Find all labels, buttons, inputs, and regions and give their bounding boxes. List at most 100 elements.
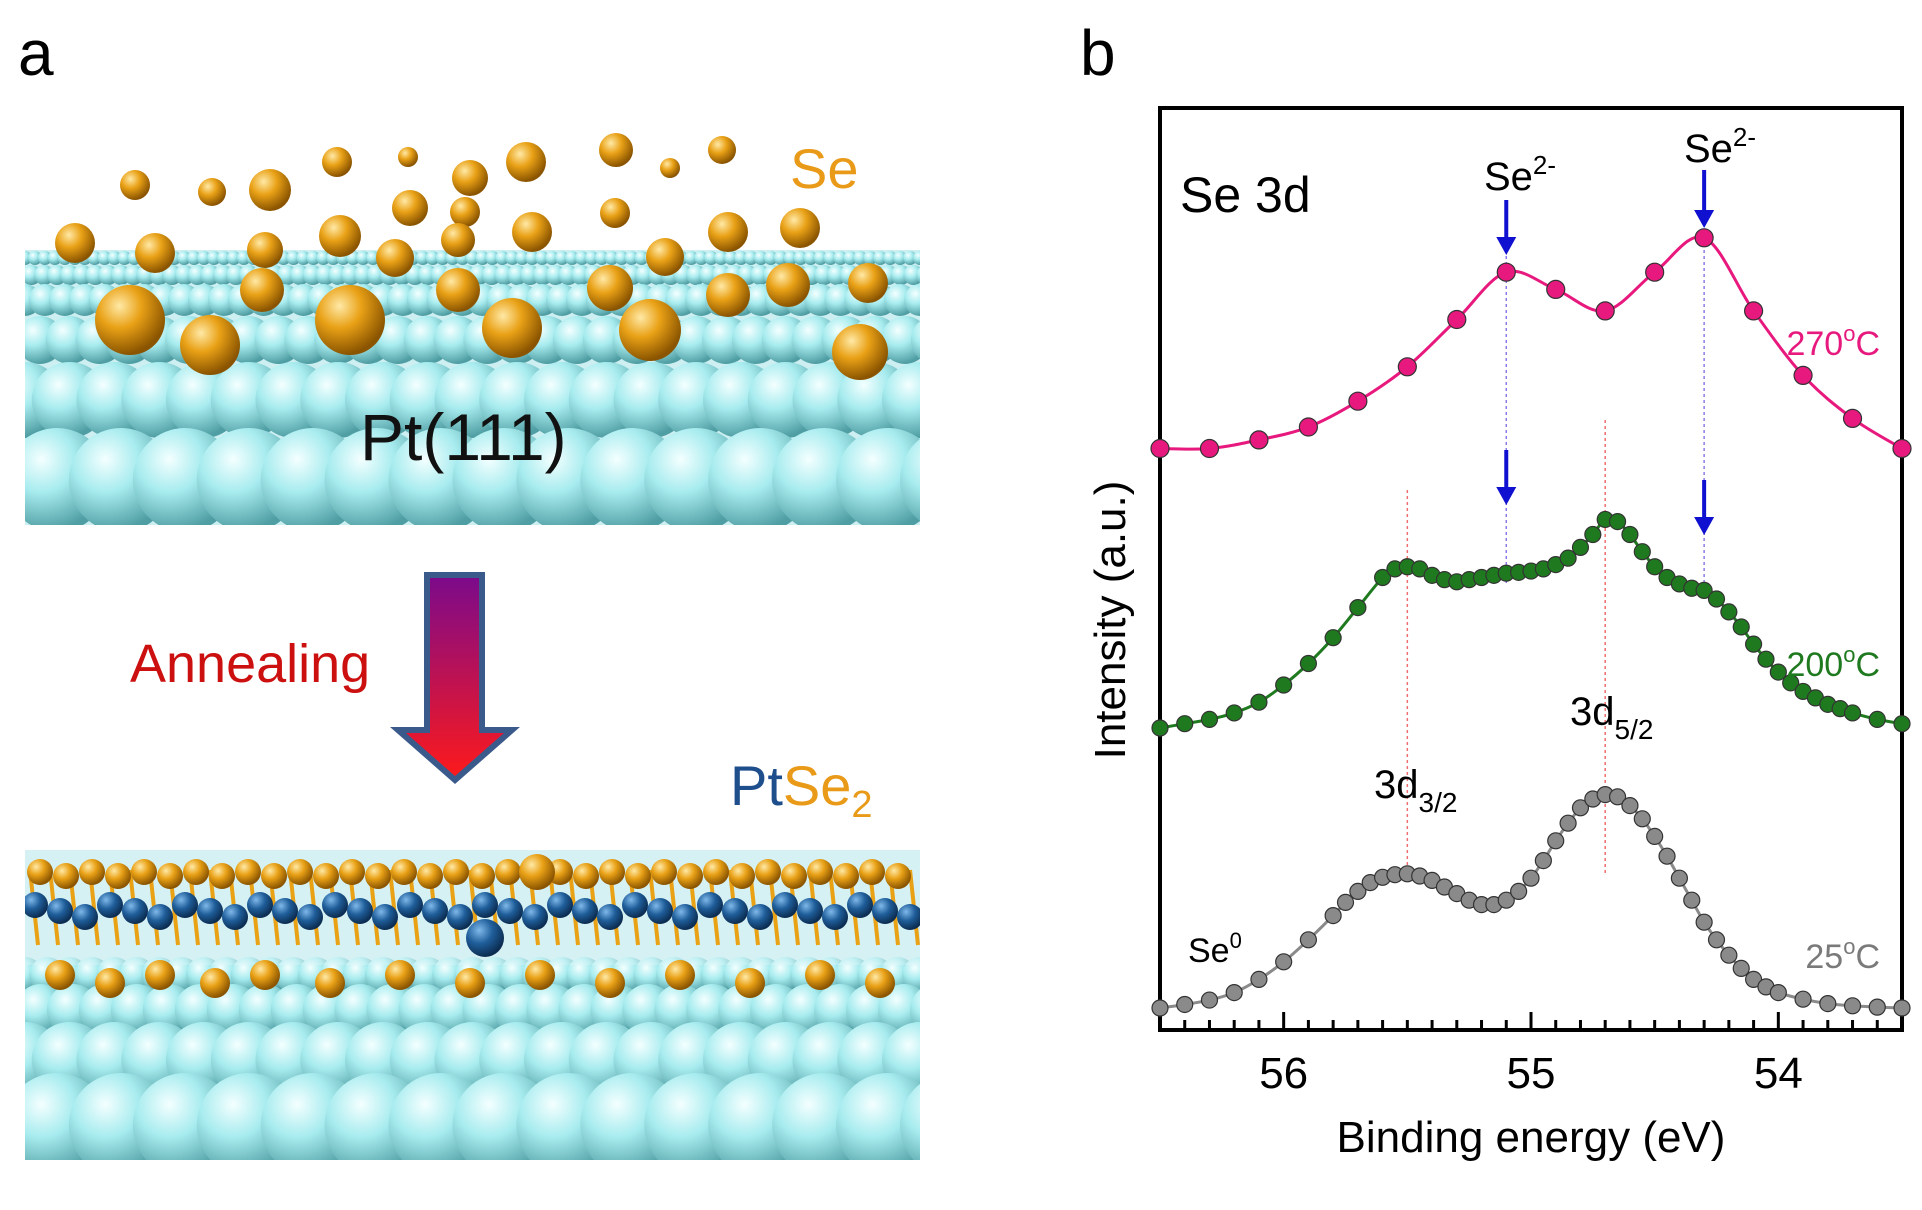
pt-atom xyxy=(904,284,920,316)
se-atom-bottom xyxy=(805,960,835,990)
se-atom-bottom xyxy=(315,968,345,998)
pt-atom xyxy=(833,251,848,265)
se-atom-top xyxy=(365,863,391,889)
data-point xyxy=(1200,710,1219,729)
pt-atom xyxy=(793,251,808,265)
pt-atom xyxy=(545,251,560,265)
pt-atom-ptse2 xyxy=(472,892,498,918)
pt-atom xyxy=(883,251,898,265)
x-axis-ticks: 56 55 54 xyxy=(1158,1012,1904,1098)
panel-a-label: a xyxy=(18,17,54,89)
data-point xyxy=(1720,946,1738,964)
se-atom xyxy=(322,147,352,177)
pt-atom xyxy=(634,251,649,265)
se-atom-top xyxy=(105,863,131,889)
se-atom-top xyxy=(443,859,469,885)
pt-atom-ptse2 xyxy=(747,904,773,930)
data-point xyxy=(1732,959,1750,978)
data-point xyxy=(1782,674,1800,692)
pt-atom xyxy=(773,251,788,265)
se-atom-bottom xyxy=(595,968,625,998)
data-point xyxy=(1633,810,1651,828)
pt-atom xyxy=(604,251,619,265)
se-atom-bottom xyxy=(385,960,415,990)
data-point xyxy=(1757,650,1775,668)
x-axis-label: Binding energy (eV) xyxy=(1337,1113,1726,1162)
se-atom-top xyxy=(417,863,443,889)
se-atom xyxy=(512,212,552,252)
data-point xyxy=(1893,715,1911,733)
pt-atom xyxy=(435,251,450,265)
se-atom xyxy=(452,160,488,196)
data-point xyxy=(1546,279,1566,299)
se-atom-bottom xyxy=(95,968,125,998)
pt-atom xyxy=(734,251,748,265)
pt-atom xyxy=(515,251,530,265)
panel-a-illustration: a Se Pt(111) Annealing PtSe2 xyxy=(18,17,920,1160)
se-atom-top xyxy=(53,863,79,889)
se-atom xyxy=(832,324,888,380)
data-point xyxy=(1349,598,1367,617)
data-point xyxy=(1794,990,1812,1008)
se-atom-top xyxy=(391,859,417,885)
pt-atom-ptse2 xyxy=(497,898,523,924)
ptse2-label-pt: Pt xyxy=(730,754,783,817)
se-atom-bottom xyxy=(665,960,695,990)
se-atom xyxy=(708,136,736,164)
se-atom-top xyxy=(599,859,625,885)
pt-atom-ptse2 xyxy=(822,904,848,930)
down-arrow-head xyxy=(1694,210,1715,228)
pt-atom xyxy=(415,251,430,265)
panel-b: b Se 3d Intensity (a.u.) Binding energy … xyxy=(1000,0,1922,1205)
pt111-label: Pt(111) xyxy=(360,400,567,474)
pt-atom xyxy=(37,251,52,265)
se-atom-bottom xyxy=(145,960,175,990)
se-atom xyxy=(55,223,95,263)
se-atom-top xyxy=(27,859,53,885)
data-point xyxy=(1447,309,1467,330)
se-atom xyxy=(247,232,283,268)
data-point xyxy=(1621,525,1639,544)
pt-atom xyxy=(485,251,500,265)
se-atom xyxy=(180,315,240,375)
series-label-270c: 270oC xyxy=(1786,321,1880,363)
data-point xyxy=(1571,799,1590,817)
se-atom-top xyxy=(885,863,911,889)
data-point xyxy=(1522,869,1540,887)
pt-atom xyxy=(555,251,569,265)
pt-atom xyxy=(117,251,132,265)
se-atom xyxy=(766,263,810,307)
se-atom-top xyxy=(833,863,859,889)
x-tick-label: 55 xyxy=(1507,1049,1556,1098)
ptse2-on-pt111-surface xyxy=(25,850,920,1160)
data-point xyxy=(1621,796,1639,815)
data-point xyxy=(1298,417,1318,437)
se-atom-top xyxy=(651,859,677,885)
data-point xyxy=(1646,827,1664,846)
pt-atom xyxy=(899,438,920,522)
pt-atom-ptse2 xyxy=(847,892,873,918)
data-point xyxy=(1646,558,1664,576)
pt-atom-ptse2 xyxy=(572,898,598,924)
peak-label-3d32: 3d3/2 xyxy=(1374,763,1457,818)
pt-atom xyxy=(475,251,490,265)
pt-atom-ptse2 xyxy=(547,892,573,918)
se-atom xyxy=(315,285,385,355)
data-point xyxy=(1275,953,1293,971)
pt-atom-ptse2 xyxy=(197,898,223,924)
pt-atom xyxy=(584,251,599,265)
se-atom-top xyxy=(469,863,495,889)
pt-atom-ptse2 xyxy=(222,904,248,930)
data-point xyxy=(1658,847,1676,865)
se-atom xyxy=(249,169,291,211)
pt-atom xyxy=(903,251,918,265)
se-atom-bottom xyxy=(250,960,280,990)
se-atom-top xyxy=(131,859,157,885)
pt-atom-ptse2 xyxy=(272,898,298,924)
x-tick-label: 54 xyxy=(1754,1049,1803,1098)
data-point xyxy=(1893,999,1911,1017)
pt-atom xyxy=(836,428,920,525)
se-atom xyxy=(646,238,684,276)
panel-a: a Se Pt(111) Annealing PtSe2 xyxy=(0,0,960,1205)
pt-atom xyxy=(753,251,768,265)
